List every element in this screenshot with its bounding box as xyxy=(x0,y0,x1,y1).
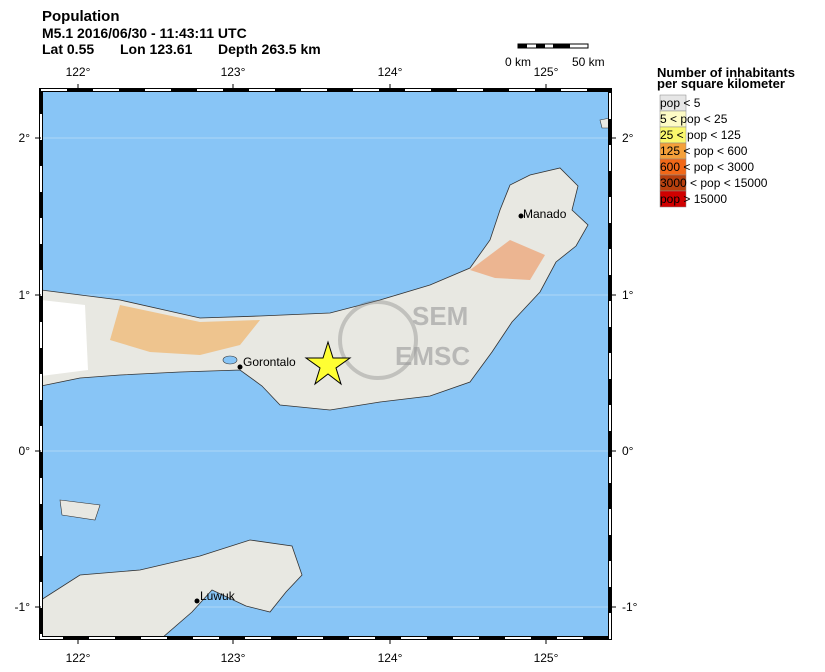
legend-label: pop > 15000 xyxy=(660,192,727,206)
title: Population xyxy=(42,8,120,25)
legend-title: Number of inhabitants xyxy=(657,65,795,80)
lat: Lat 0.55 xyxy=(42,41,94,57)
lon: Lon 123.61 xyxy=(120,41,193,57)
lat-label: 1° xyxy=(19,288,31,302)
watermark: EMSC xyxy=(395,341,470,371)
ticks: 122° 122° 123° 123° 124° 124° 125° 125° 2° 2° 1° 1°… xyxy=(15,65,638,665)
depth: Depth 263.5 km xyxy=(218,41,321,57)
legend-label: 600 < pop < 3000 xyxy=(660,160,754,174)
epicenter xyxy=(304,340,352,386)
lat-label: 2° xyxy=(622,131,634,145)
lat-label: -1° xyxy=(622,600,638,614)
watermark: SEM xyxy=(412,301,468,331)
lon-label: 125° xyxy=(534,651,559,665)
frame-ticks xyxy=(40,89,611,639)
legend-swatch xyxy=(659,190,687,208)
lon-label: 123° xyxy=(221,651,246,665)
event: M5.1 2016/06/30 - 11:43:11 UTC xyxy=(42,25,247,41)
legend-label: 25 < pop < 125 xyxy=(660,128,741,142)
scale-start: 0 km xyxy=(505,55,531,69)
lon-label: 122° xyxy=(66,651,91,665)
lat-label: 1° xyxy=(622,288,634,302)
lat-label: 0° xyxy=(19,444,31,458)
legend: Number of inhabitants per square kilomet… xyxy=(657,65,795,208)
lon-label: 124° xyxy=(378,651,403,665)
lat-label: 0° xyxy=(622,444,634,458)
lon-label: 122° xyxy=(66,65,91,79)
city-label: Luwuk xyxy=(200,589,236,603)
legend-label: 3000 < pop < 15000 xyxy=(660,176,768,190)
scale-end: 50 km xyxy=(572,55,605,69)
scale-bar: 0 km 50 km xyxy=(505,43,605,69)
city-label: Manado xyxy=(523,207,567,221)
legend-title: per square kilometer xyxy=(657,76,785,91)
legend-label: 125 < pop < 600 xyxy=(660,144,748,158)
city-label: Gorontalo xyxy=(243,355,296,369)
map: SEM EMSC Gorontalo Manado Luwuk xyxy=(41,90,610,638)
lat-label: 2° xyxy=(19,131,31,145)
lon-label: 125° xyxy=(534,65,559,79)
lat-label: -1° xyxy=(15,600,31,614)
lon-label: 124° xyxy=(378,65,403,79)
legend-label: pop < 5 xyxy=(660,96,701,110)
legend-label: 5 < pop < 25 xyxy=(660,112,728,126)
lon-label: 123° xyxy=(221,65,246,79)
